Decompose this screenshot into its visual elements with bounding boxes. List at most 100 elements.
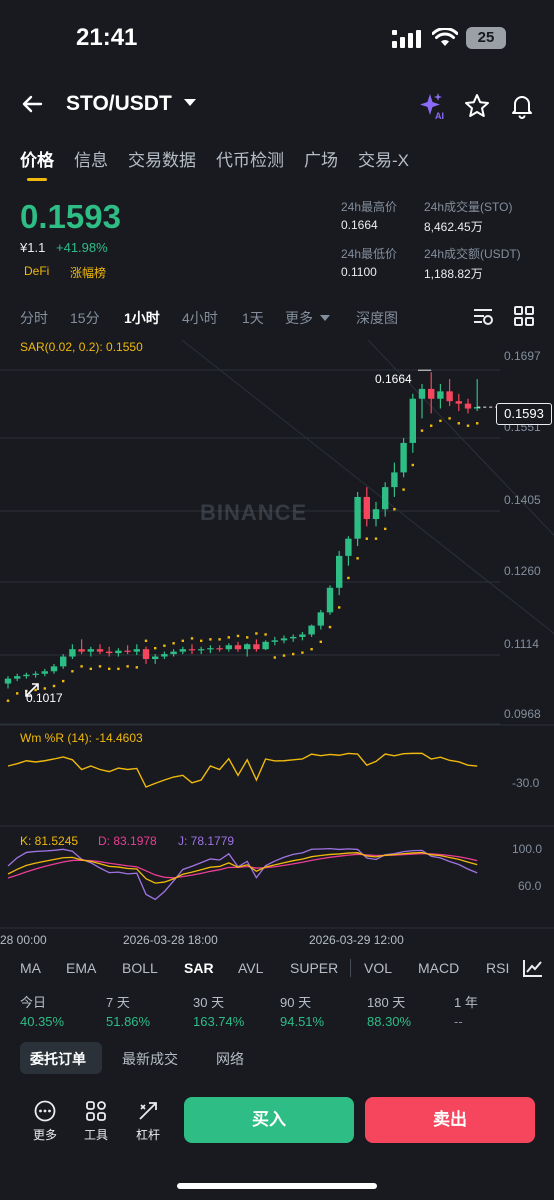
indicator-ema[interactable]: EMA (66, 960, 97, 976)
price-axis-label: 0.1114 (504, 637, 539, 651)
chart-settings-icon[interactable] (472, 306, 494, 326)
indicator-boll[interactable]: BOLL (122, 960, 158, 976)
tab-latest-trades[interactable]: 最新成交 (122, 1051, 178, 1067)
sar-dot (16, 692, 19, 695)
notification-bell-icon[interactable] (510, 93, 534, 119)
perf-value-1y: -- (454, 1014, 463, 1029)
last-price-tag: 0.1593 (496, 403, 552, 425)
sar-dot (43, 687, 46, 690)
tab-token-check[interactable]: 代币检测 (216, 151, 284, 170)
main-tabs: 价格 信息 交易数据 代币检测 广场 交易-X (20, 146, 409, 171)
sar-dot (255, 632, 258, 635)
sell-button[interactable]: 卖出 (365, 1097, 535, 1143)
candle-body (216, 648, 223, 650)
price-axis-label: 0.1260 (504, 564, 541, 578)
tools-label: 工具 (83, 1128, 108, 1142)
candle-body (133, 649, 140, 652)
stat-high-value: 0.1664 (341, 218, 378, 232)
perf-value-today: 40.35% (20, 1014, 65, 1029)
ai-sparkle-icon[interactable]: AI (418, 92, 446, 120)
candle-body (14, 676, 21, 679)
leverage-button[interactable]: 杠杆 (128, 1100, 168, 1143)
expand-arrows-icon[interactable] (22, 680, 42, 700)
trading-pair-title[interactable]: STO/USDT (66, 92, 172, 115)
sar-dot (227, 636, 230, 639)
tools-button[interactable]: 工具 (76, 1100, 116, 1143)
tag-gainers[interactable]: 涨幅榜 (70, 266, 107, 280)
grid-line (367, 339, 554, 536)
candle-body (188, 649, 196, 651)
timeframe-1d[interactable]: 1天 (242, 310, 264, 326)
sar-dot (126, 665, 129, 668)
tab-info[interactable]: 信息 (74, 151, 108, 170)
candle-body (124, 650, 131, 652)
more-button[interactable]: 更多 (25, 1100, 65, 1143)
candle-body (409, 398, 416, 443)
sar-dot (430, 424, 433, 427)
stat-volume-base-value: 8,462.45万 (424, 220, 483, 234)
tab-trading-data[interactable]: 交易数据 (128, 151, 196, 170)
tab-trade-x[interactable]: 交易-X (358, 151, 409, 170)
tab-network[interactable]: 网络 (216, 1051, 244, 1067)
home-indicator (177, 1183, 377, 1189)
tab-open-orders[interactable]: 委托订单 (30, 1051, 86, 1067)
grid-line (181, 339, 554, 635)
sar-indicator-label: SAR(0.02, 0.2): 0.1550 (20, 340, 143, 354)
timeframe-4h[interactable]: 4小时 (182, 310, 218, 326)
sar-dot (144, 639, 148, 643)
indicator-vol[interactable]: VOL (364, 960, 393, 976)
svg-text:AI: AI (435, 111, 444, 120)
price-axis-label: 0.1405 (504, 493, 541, 507)
binance-watermark: BINANCE (200, 500, 308, 525)
stat-low-label: 24h最低价 (341, 247, 398, 261)
sar-dot (420, 429, 424, 432)
indicator-avl[interactable]: AVL (238, 960, 264, 976)
sar-dot (246, 636, 249, 639)
indicator-rsi[interactable]: RSI (486, 960, 510, 976)
candle-body (455, 401, 462, 404)
candle-body (400, 442, 407, 473)
williams-r-label: Wm %R (14): -14.4603 (20, 731, 143, 745)
sar-dot (384, 527, 387, 531)
indicator-ma[interactable]: MA (20, 960, 41, 976)
cellular-signal-icon (392, 30, 421, 48)
tab-square[interactable]: 广场 (304, 151, 338, 170)
more-caret-icon[interactable] (320, 315, 330, 321)
sar-dot (117, 667, 120, 671)
sar-dot (282, 654, 286, 657)
timeframe-line[interactable]: 分时 (20, 310, 48, 326)
sar-dot (89, 667, 92, 671)
candle-body (336, 555, 343, 588)
tab-price[interactable]: 价格 (20, 151, 54, 170)
indicator-sar[interactable]: SAR (184, 960, 214, 976)
timeframe-1h[interactable]: 1小时 (124, 310, 160, 326)
candle-body (152, 656, 159, 659)
candle-body (234, 645, 242, 650)
high-price-marker: 0.1664 (375, 372, 412, 386)
candle-body (271, 640, 278, 642)
sar-dot (393, 508, 396, 511)
sar-dot (310, 647, 313, 651)
sar-dot (466, 424, 470, 427)
buy-button[interactable]: 买入 (184, 1097, 354, 1143)
pair-dropdown-caret-icon[interactable] (184, 99, 196, 106)
indicator-settings-icon[interactable] (522, 958, 544, 978)
tag-defi[interactable]: DeFi (24, 264, 50, 278)
sar-dot (448, 417, 451, 420)
back-arrow-icon[interactable] (20, 92, 44, 116)
timeframe-15m[interactable]: 15分 (70, 310, 100, 326)
timeframe-more[interactable]: 更多 (285, 310, 313, 326)
candle-body (244, 644, 251, 650)
price-chart[interactable] (0, 330, 554, 955)
timeframe-depth[interactable]: 深度图 (356, 310, 398, 326)
layout-grid-icon[interactable] (514, 306, 534, 326)
candle-body (363, 496, 370, 520)
candle-body (290, 636, 297, 639)
sar-dot (6, 699, 10, 702)
favorite-star-icon[interactable] (464, 93, 490, 119)
indicator-super[interactable]: SUPER (290, 960, 339, 976)
williams-r-line (7, 752, 478, 788)
indicator-macd[interactable]: MACD (418, 960, 460, 976)
sar-dot (209, 638, 212, 641)
sar-dot (200, 639, 203, 643)
